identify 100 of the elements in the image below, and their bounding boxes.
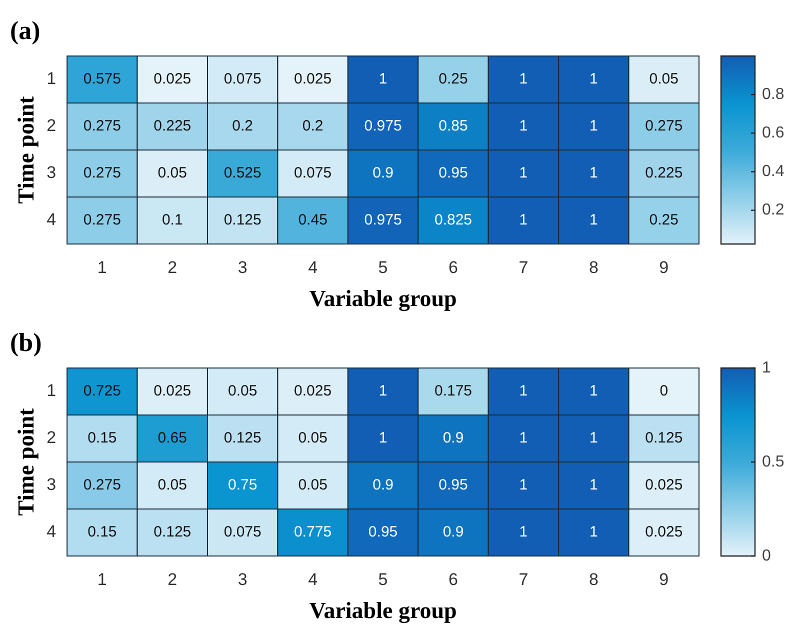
data-label: 1 — [519, 118, 528, 135]
x-tick-label: 1 — [97, 570, 107, 589]
data-label: 0.025 — [154, 382, 192, 400]
data-label: 1 — [378, 70, 388, 88]
data-label: 0.125 — [224, 430, 262, 447]
color-bar-label: 0 — [762, 547, 771, 564]
x-tick-label: 5 — [378, 258, 388, 277]
data-label: 0.825 — [434, 212, 472, 229]
data-label: 0.975 — [364, 212, 402, 229]
x-tick-label: 7 — [518, 570, 528, 589]
x-axis-title: Variable group — [309, 598, 457, 624]
data-label: 0.95 — [438, 476, 468, 494]
x-tick-label: 3 — [238, 258, 248, 277]
data-label: 0.525 — [224, 164, 262, 182]
data-label: 0.95 — [368, 524, 398, 541]
y-tick-label: 4 — [46, 210, 56, 230]
data-label: 0.9 — [372, 164, 394, 182]
y-tick-label: 3 — [46, 163, 56, 182]
data-label: 1 — [519, 164, 528, 182]
data-label: 0.125 — [224, 212, 262, 229]
chart-title: (b) — [10, 328, 42, 358]
data-label: 1 — [590, 164, 598, 182]
x-tick-label: 9 — [659, 258, 669, 277]
y-axis-title: Time point — [14, 96, 39, 204]
data-label: 0.275 — [645, 118, 683, 135]
data-label: 0.575 — [83, 70, 121, 88]
data-label: 0.15 — [88, 430, 117, 447]
data-label: 1 — [590, 70, 598, 88]
data-label: 0.275 — [83, 118, 121, 135]
data-label: 0.975 — [364, 118, 402, 135]
x-tick-label: 4 — [308, 570, 318, 589]
x-tick-label: 5 — [378, 570, 388, 589]
data-label: 0.025 — [294, 70, 332, 88]
x-tick-label: 2 — [168, 258, 178, 277]
data-label: 0.1 — [162, 212, 183, 229]
data-label: 1 — [590, 118, 598, 135]
data-label: 0.025 — [645, 524, 683, 541]
data-label: 0.775 — [294, 524, 332, 541]
y-tick-label: 2 — [46, 116, 56, 136]
data-label: 0.05 — [158, 476, 187, 494]
data-label: 0.25 — [649, 212, 678, 229]
data-label: 0.025 — [645, 476, 683, 494]
x-tick-label: 8 — [588, 570, 598, 589]
data-label: 0.225 — [645, 164, 683, 182]
data-label: 0.275 — [83, 476, 121, 494]
y-tick-label: 4 — [46, 522, 56, 542]
data-label: 1 — [519, 524, 528, 541]
y-tick-label: 1 — [46, 381, 56, 400]
y-axis-title: Time point — [14, 408, 39, 516]
color-bar-label: 0.4 — [762, 163, 784, 180]
data-label: 0.05 — [298, 430, 328, 447]
data-label: 0.9 — [372, 476, 394, 494]
data-label: 0 — [660, 382, 668, 400]
data-label: 0.15 — [88, 524, 117, 541]
data-label: 0.2 — [232, 118, 254, 135]
color-bar-label: 1 — [762, 359, 771, 376]
data-label: 1 — [378, 382, 388, 400]
y-tick-label: 1 — [46, 69, 56, 88]
color-bar-label: 0.8 — [762, 86, 784, 103]
data-label: 1 — [519, 430, 528, 447]
data-label: 0.05 — [158, 164, 187, 182]
data-label: 0.025 — [154, 70, 192, 88]
chart-title: (a) — [10, 16, 40, 46]
data-label: 0.45 — [298, 212, 328, 229]
data-label: 0.175 — [434, 382, 472, 400]
data-label: 1 — [519, 382, 528, 400]
data-label: 0.65 — [158, 430, 187, 447]
data-label: 1 — [590, 212, 598, 229]
data-label: 0.75 — [228, 476, 258, 494]
data-label: 1 — [519, 476, 528, 494]
data-label: 1 — [590, 382, 598, 400]
x-tick-label: 9 — [659, 570, 669, 589]
data-label: 0.9 — [442, 524, 464, 541]
data-label: 0.025 — [294, 382, 332, 400]
data-label: 0.125 — [645, 430, 683, 447]
data-label: 0.05 — [298, 476, 328, 494]
x-tick-label: 6 — [448, 258, 458, 277]
x-tick-label: 2 — [168, 570, 178, 589]
data-label: 0.95 — [438, 164, 468, 182]
color-bar-label: 0.6 — [762, 124, 784, 142]
data-label: 0.2 — [302, 118, 324, 135]
data-label: 0.05 — [649, 70, 678, 88]
data-label: 0.075 — [224, 70, 262, 88]
data-label: 0.075 — [224, 524, 262, 541]
data-label: 0.075 — [294, 164, 332, 182]
data-label: 0.725 — [83, 382, 121, 400]
data-label: 1 — [519, 70, 528, 88]
x-axis-title: Variable group — [309, 286, 457, 312]
data-label: 1 — [590, 430, 598, 447]
color-bar-label: 0.5 — [762, 453, 784, 470]
data-label: 0.85 — [438, 118, 468, 135]
x-tick-label: 8 — [588, 258, 598, 277]
y-tick-label: 2 — [46, 428, 56, 448]
data-label: 0.25 — [438, 70, 468, 88]
data-label: 1 — [590, 476, 598, 494]
y-tick-label: 3 — [46, 475, 56, 494]
data-label: 1 — [378, 430, 388, 447]
data-label: 1 — [590, 524, 598, 541]
x-tick-label: 4 — [308, 258, 318, 277]
data-label: 0.125 — [154, 524, 192, 541]
